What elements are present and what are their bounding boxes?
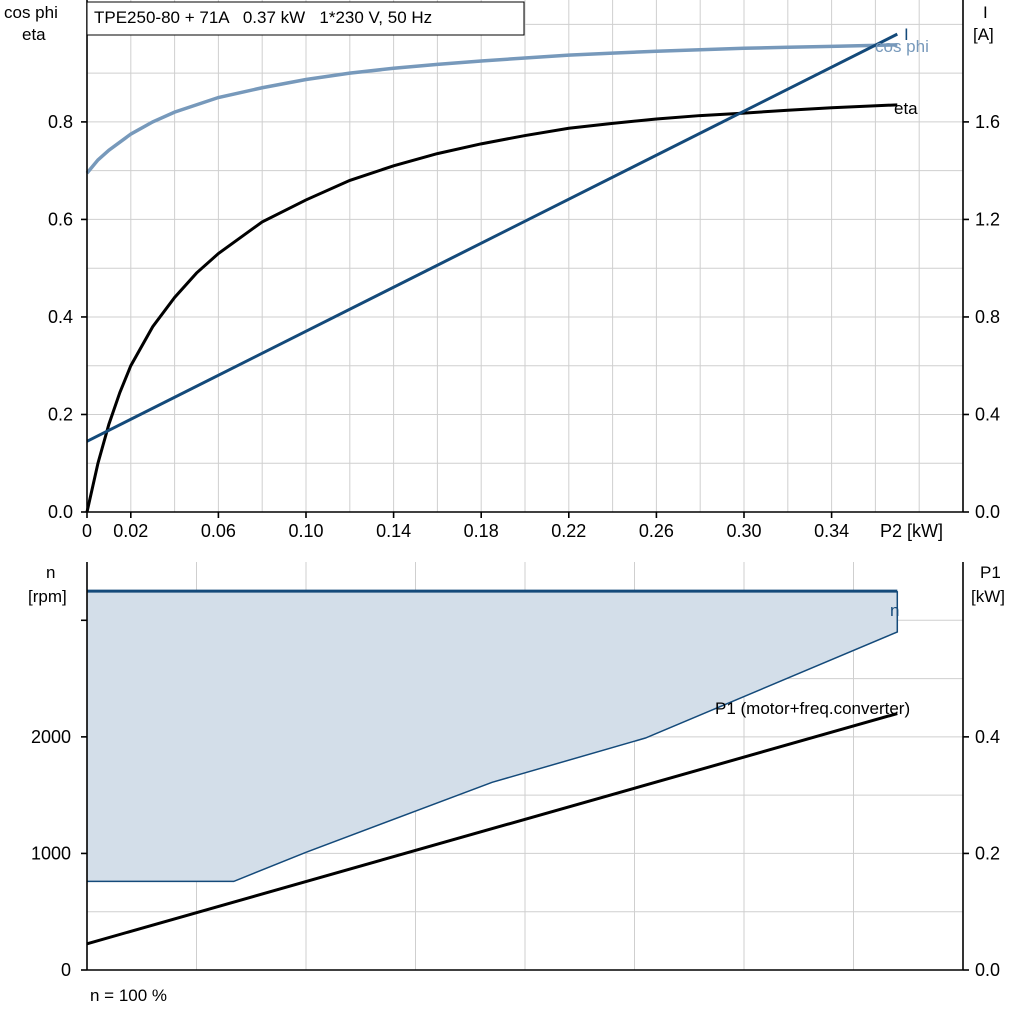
y-left-tick-label: 0.0: [48, 502, 73, 522]
x-tick-label: 0.34: [814, 521, 849, 541]
y-left-tick-label: 0.8: [48, 112, 73, 132]
x-tick-label: 0.10: [288, 521, 323, 541]
p1-annotation: P1 (motor+freq.converter): [715, 699, 910, 718]
y-left-label-top-1: cos phi: [4, 3, 58, 22]
y-right-label-top-2: [A]: [973, 25, 994, 44]
y-right-tick-label: 0.8: [975, 307, 1000, 327]
x-tick-label: 0.30: [726, 521, 761, 541]
y-right-tick-label: 0.0: [975, 960, 1000, 980]
cosphi-curve: [85, 43, 898, 175]
footer-note: n = 100 %: [90, 986, 167, 1005]
y-right-label-top-1: I: [983, 3, 988, 22]
y-right-tick-label: 0.4: [975, 727, 1000, 747]
y-right-tick-label: 1.6: [975, 112, 1000, 132]
tick-labels: 0 0.02 0.06 0.10 0.14 0.18 0.22 0.26 0.30 0.34 0.0…: [31, 112, 1000, 980]
y-left-tick-label: 0.6: [48, 209, 73, 229]
current-annotation: I: [904, 25, 909, 44]
p1-power-line: [86, 712, 898, 946]
y-left-tick-label: 0.4: [48, 307, 73, 327]
speed-range-area: [87, 591, 898, 882]
n-annotation: n: [890, 601, 899, 620]
y-right-tick-label: 0.2: [975, 843, 1000, 863]
speed-min-line: [87, 591, 899, 883]
y-left-tick-label: 0.2: [48, 404, 73, 424]
x-tick-label: 0.26: [639, 521, 674, 541]
x-tick-label: 0.14: [376, 521, 411, 541]
y-right-label-bottom-2: [kW]: [971, 587, 1005, 606]
chart-title: TPE250-80 + 71A 0.37 kW 1*230 V, 50 Hz: [94, 8, 432, 27]
x-tick-label: 0.06: [201, 521, 236, 541]
y-left-label-bottom-1: n: [46, 563, 55, 582]
y-left-tick-label: 1000: [31, 843, 71, 863]
y-right-tick-label: 1.2: [975, 209, 1000, 229]
y-right-tick-label: 0.0: [975, 502, 1000, 522]
y-left-label-bottom-2: [rpm]: [28, 587, 67, 606]
eta-curve: [85, 103, 898, 513]
y-left-tick-label: 2000: [31, 727, 71, 747]
y-left-label-top-2: eta: [22, 25, 46, 44]
y-right-tick-label: 0.4: [975, 404, 1000, 424]
cosphi-annotation: cos phi: [875, 37, 929, 56]
x-axis-label: P2 [kW]: [880, 521, 943, 541]
eta-annotation: eta: [894, 99, 918, 118]
x-tick-label: 0.18: [464, 521, 499, 541]
title-box: [86, 1, 525, 36]
y-left-tick-label: 0: [61, 960, 71, 980]
current-curve: [86, 32, 898, 443]
top-chart-grid: [87, 0, 963, 512]
y-right-label-bottom-1: P1: [980, 563, 1001, 582]
x-tick-label: 0: [82, 521, 92, 541]
x-tick-label: 0.02: [113, 521, 148, 541]
axes: [86, 0, 964, 971]
x-tick-label: 0.22: [551, 521, 586, 541]
